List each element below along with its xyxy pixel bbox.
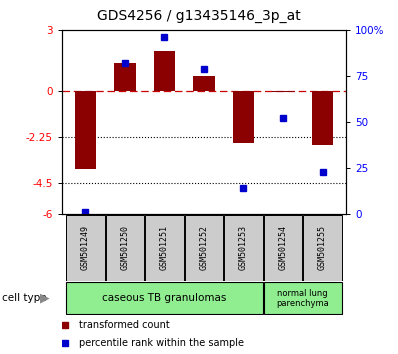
FancyBboxPatch shape [145, 215, 184, 281]
Bar [312, 91, 334, 145]
Bar [272, 91, 294, 92]
FancyBboxPatch shape [185, 215, 223, 281]
Text: transformed count: transformed count [79, 320, 170, 330]
Text: GSM501255: GSM501255 [318, 225, 327, 270]
Bar [114, 63, 136, 91]
FancyBboxPatch shape [263, 215, 302, 281]
FancyBboxPatch shape [66, 282, 263, 314]
Text: GDS4256 / g13435146_3p_at: GDS4256 / g13435146_3p_at [97, 9, 301, 23]
Text: GSM501253: GSM501253 [239, 225, 248, 270]
Text: normal lung
parenchyma: normal lung parenchyma [276, 289, 329, 308]
Text: GSM501250: GSM501250 [121, 225, 129, 270]
Text: percentile rank within the sample: percentile rank within the sample [79, 338, 244, 348]
FancyBboxPatch shape [66, 215, 105, 281]
Bar [232, 91, 254, 143]
FancyBboxPatch shape [105, 215, 144, 281]
Text: cell type: cell type [2, 293, 47, 303]
Text: GSM501254: GSM501254 [279, 225, 287, 270]
Bar [74, 91, 96, 169]
FancyBboxPatch shape [263, 282, 342, 314]
FancyBboxPatch shape [224, 215, 263, 281]
Text: GSM501252: GSM501252 [199, 225, 209, 270]
FancyBboxPatch shape [303, 215, 342, 281]
Text: ▶: ▶ [40, 292, 49, 305]
Text: GSM501251: GSM501251 [160, 225, 169, 270]
Text: GSM501249: GSM501249 [81, 225, 90, 270]
Bar [154, 51, 176, 91]
Text: caseous TB granulomas: caseous TB granulomas [102, 293, 226, 303]
Bar [193, 76, 215, 91]
